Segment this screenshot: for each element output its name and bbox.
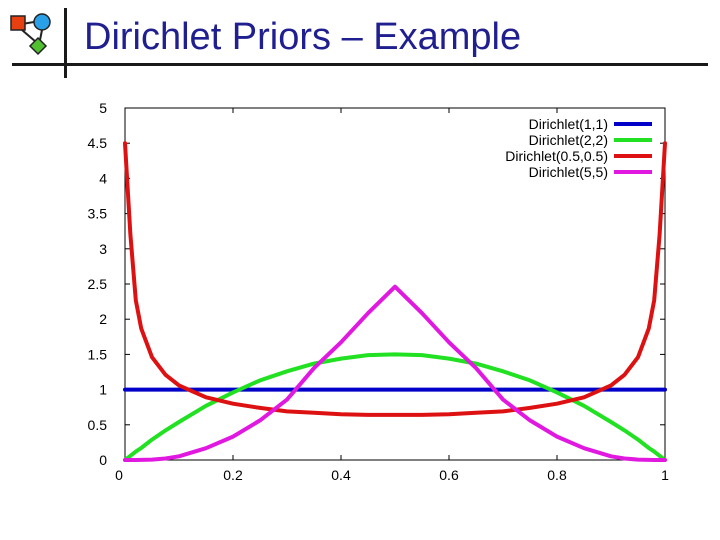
legend-label: Dirichlet(0.5,0.5) bbox=[505, 148, 608, 164]
y-tick-label: 5 bbox=[99, 100, 107, 116]
y-tick-label: 3.5 bbox=[88, 206, 108, 222]
legend-label: Dirichlet(5,5) bbox=[529, 164, 608, 180]
x-tick-label: 1 bbox=[661, 467, 669, 483]
y-tick-label: 4 bbox=[99, 170, 107, 186]
y-tick-label: 1 bbox=[99, 382, 107, 398]
x-tick-label: 0.6 bbox=[439, 467, 459, 483]
title-rule-horizontal bbox=[12, 63, 708, 66]
x-tick-label: 0 bbox=[115, 467, 123, 483]
title-rule-vertical bbox=[64, 8, 67, 78]
bayes-net-logo-icon bbox=[10, 13, 51, 56]
y-tick-label: 3 bbox=[99, 241, 107, 257]
x-tick-label: 0.4 bbox=[331, 467, 351, 483]
chart-legend: Dirichlet(1,1)Dirichlet(2,2)Dirichlet(0.… bbox=[505, 116, 652, 180]
y-tick-label: 2.5 bbox=[88, 276, 108, 292]
legend-label: Dirichlet(1,1) bbox=[529, 116, 608, 132]
legend-label: Dirichlet(2,2) bbox=[529, 132, 608, 148]
series-line-3 bbox=[123, 141, 667, 417]
y-tick-labels: 0 0.5 1 1.5 2 2.5 3 3.5 4 4.5 5 bbox=[88, 100, 108, 468]
series-line-2 bbox=[123, 352, 667, 462]
series-line-4 bbox=[123, 284, 667, 462]
y-tick-label: 4.5 bbox=[88, 135, 108, 151]
y-tick-label: 2 bbox=[99, 311, 107, 327]
x-tick-label: 0.2 bbox=[223, 467, 243, 483]
y-tick-label: 0.5 bbox=[88, 417, 108, 433]
x-tick-labels: 0 0.2 0.4 0.6 0.8 1 bbox=[115, 467, 669, 483]
x-tick-label: 0.8 bbox=[547, 467, 567, 483]
y-tick-label: 1.5 bbox=[88, 346, 108, 362]
slide-title: Dirichlet Priors – Example bbox=[84, 16, 522, 58]
y-tick-label: 0 bbox=[99, 452, 107, 468]
series-layer bbox=[123, 141, 667, 462]
